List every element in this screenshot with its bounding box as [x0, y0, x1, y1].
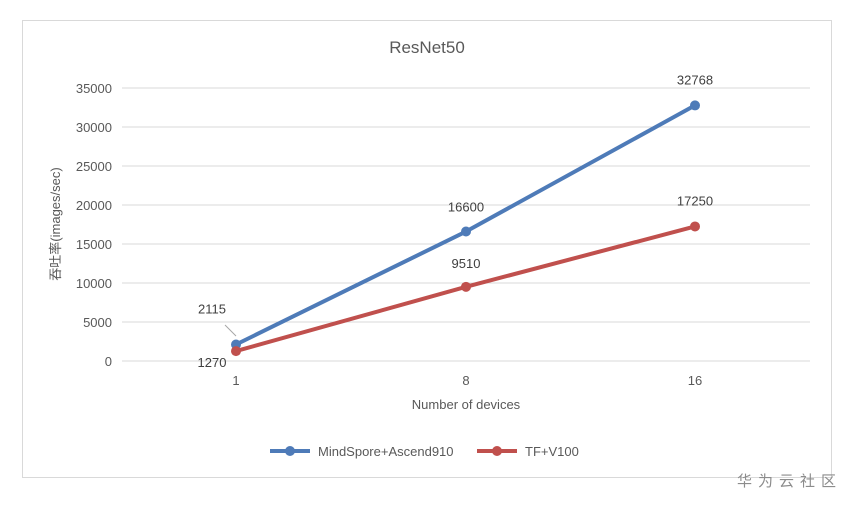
label-leader-line [224, 324, 237, 337]
data-point [461, 281, 471, 292]
legend-swatch-marker [492, 446, 502, 456]
legend-swatch-marker [285, 446, 295, 456]
watermark: 华为云社区 [736, 472, 842, 490]
gridlines [122, 87, 810, 362]
y-tick-label: 25000 [76, 159, 112, 174]
data-label: 32768 [677, 72, 713, 87]
legend-entry: TF+V100 [525, 444, 579, 459]
y-tick-label: 15000 [76, 237, 112, 252]
data-label: 2115 [198, 302, 226, 317]
x-tick-label: 1 [232, 373, 239, 388]
data-labels: 2115 16600 32768 1270 9510 17250 [198, 72, 714, 370]
y-tick-label: 5000 [83, 315, 112, 330]
y-tick-labels: 0 5000 10000 15000 20000 25000 30000 35000 [76, 81, 112, 369]
data-point [690, 221, 700, 232]
y-axis-label: 吞吐率(images/sec) [48, 167, 63, 280]
data-point [231, 346, 241, 357]
y-tick-label: 30000 [76, 120, 112, 135]
chart-title: ResNet50 [389, 38, 465, 57]
x-tick-labels: 1 8 16 [232, 373, 702, 388]
y-tick-label: 35000 [76, 81, 112, 96]
legend-entry: MindSpore+Ascend910 [318, 444, 454, 459]
y-tick-label: 20000 [76, 198, 112, 213]
y-tick-label: 10000 [76, 276, 112, 291]
data-point [690, 100, 700, 111]
series-line [234, 103, 697, 347]
legend: MindSpore+Ascend910 TF+V100 [270, 444, 579, 459]
series-group [231, 100, 700, 357]
x-axis-label: Number of devices [412, 397, 521, 412]
data-label: 1270 [198, 355, 227, 370]
data-label: 9510 [452, 256, 481, 271]
data-point [461, 226, 471, 237]
data-label: 17250 [677, 193, 713, 208]
data-label: 16600 [448, 200, 484, 215]
x-tick-label: 16 [688, 373, 702, 388]
y-tick-label: 0 [105, 354, 112, 369]
x-tick-label: 8 [462, 373, 469, 388]
